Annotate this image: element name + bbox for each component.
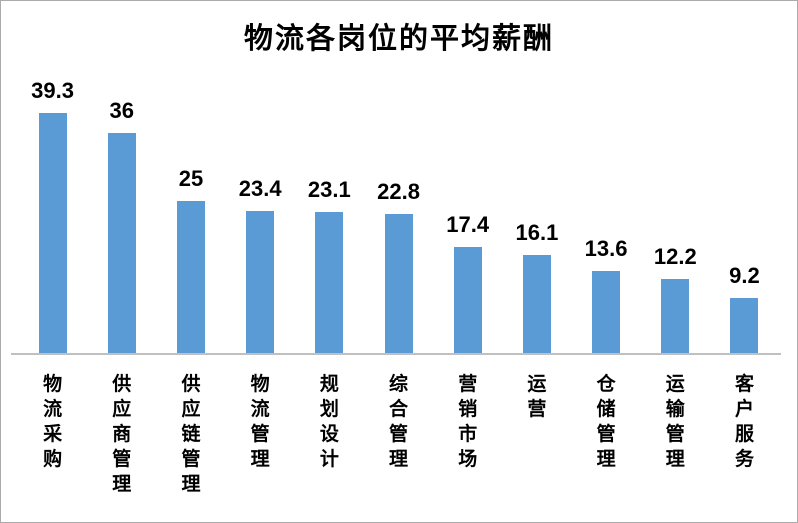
- chart-title: 物流各岗位的平均薪酬: [243, 23, 554, 55]
- bar: [730, 298, 759, 354]
- bar-column: 25: [156, 60, 225, 354]
- bar-column: 17.4: [433, 60, 502, 354]
- category-label: 运 营: [527, 374, 547, 420]
- bar: [453, 247, 482, 354]
- bar: [384, 214, 413, 354]
- value-label: 22.8: [377, 179, 420, 204]
- value-label: 23.4: [238, 176, 282, 201]
- bar-column: 12.2: [641, 60, 710, 354]
- category-label: 供 应 商 管 理: [112, 374, 132, 495]
- bar: [315, 212, 344, 354]
- bar-column: 36: [87, 60, 156, 354]
- value-label: 23.1: [307, 177, 351, 202]
- value-label: 39.3: [31, 78, 74, 103]
- bar: [246, 211, 275, 354]
- bar-column: 23.1: [295, 60, 364, 354]
- category-label: 客 户 服 务: [734, 374, 754, 470]
- value-label: 12.2: [653, 244, 697, 269]
- value-label: 36: [109, 98, 135, 123]
- bar: [107, 133, 136, 354]
- x-axis-line: [11, 353, 781, 355]
- bar: [522, 255, 551, 354]
- category-label: 营 销 市 场: [458, 374, 478, 470]
- category-label: 规 划 设 计: [319, 374, 339, 470]
- category-label: 物 流 采 购: [43, 374, 63, 470]
- value-label: 16.1: [515, 220, 559, 245]
- value-label: 9.2: [729, 263, 760, 288]
- category-axis: 物 流 采 购供 应 商 管 理供 应 链 管 理物 流 管 理规 划 设 计综…: [18, 372, 779, 497]
- category-label: 运 输 管 理: [665, 374, 685, 470]
- category-label: 仓 储 管 理: [596, 374, 616, 470]
- category-label: 综 合 管 理: [389, 374, 409, 470]
- bar-column: 22.8: [364, 60, 433, 354]
- bar: [176, 201, 205, 354]
- bar: [38, 113, 67, 354]
- bar-column: 9.2: [710, 60, 779, 354]
- category-label: 供 应 链 管 理: [181, 374, 201, 495]
- category-label: 物 流 管 理: [250, 374, 270, 470]
- bar: [661, 279, 690, 354]
- value-label: 13.6: [584, 236, 628, 261]
- value-label: 25: [178, 166, 204, 191]
- bar-column: 16.1: [502, 60, 571, 354]
- value-label: 17.4: [446, 212, 490, 237]
- bar-column: 39.3: [18, 60, 87, 354]
- bar-column: 23.4: [226, 60, 295, 354]
- plot-area: 39.3 36 25 23.4 23.1 22.8 17.4 16.1 13.6 12.2 9.2: [18, 60, 779, 354]
- bar: [592, 271, 621, 354]
- bar-column: 13.6: [572, 60, 641, 354]
